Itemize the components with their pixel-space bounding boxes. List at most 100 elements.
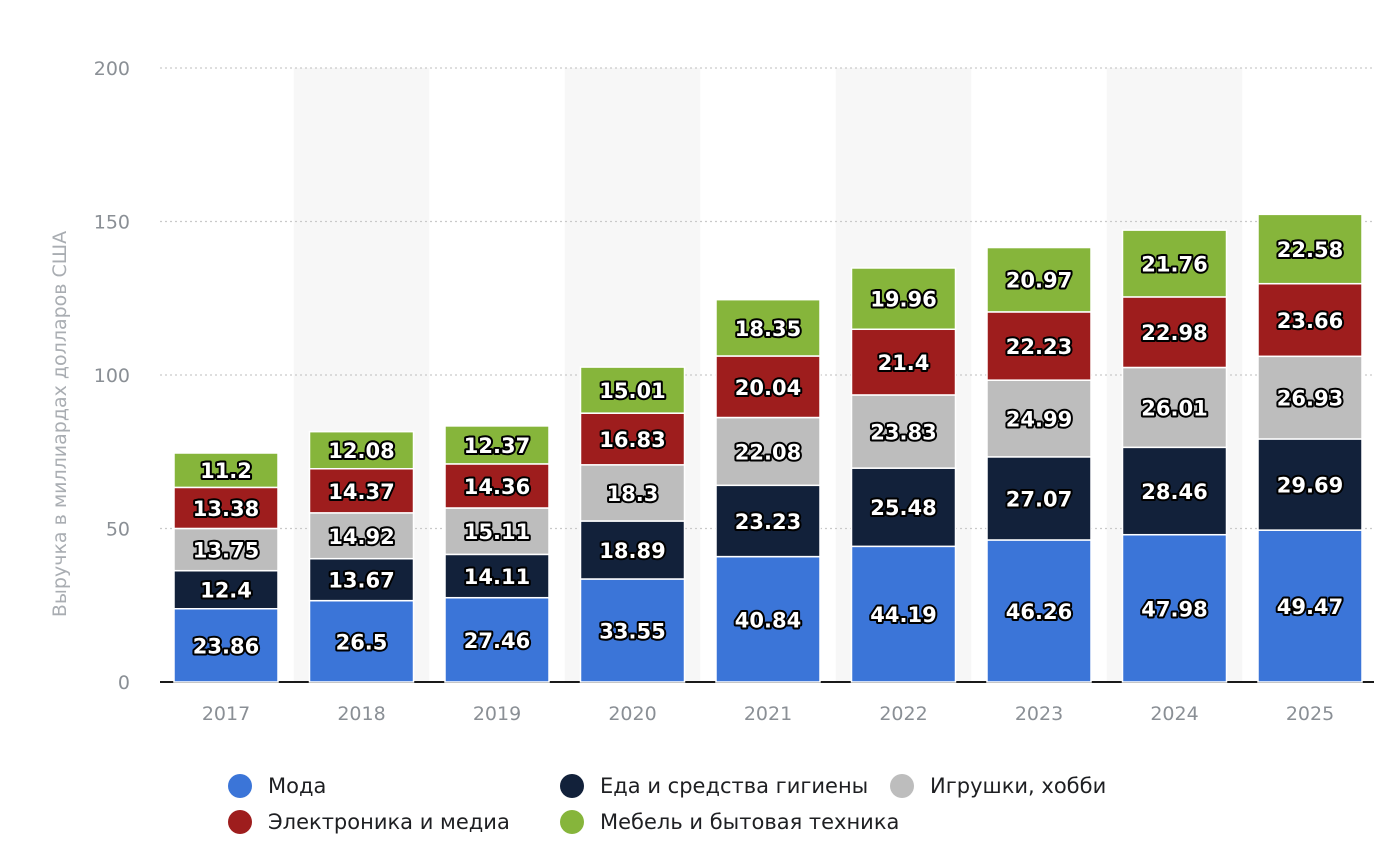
bar-segment[interactable] <box>1121 533 1228 683</box>
bar-segment[interactable] <box>986 456 1092 541</box>
bar-segment[interactable] <box>173 569 279 610</box>
bar-segment[interactable] <box>986 311 1092 381</box>
bars <box>173 213 1363 683</box>
y-tick-label: 200 <box>94 58 130 80</box>
bar-segment[interactable] <box>1257 438 1363 531</box>
bar-segment[interactable] <box>308 512 415 560</box>
data-labels: 23.86 12.4 13.75 13.38 11.2 26.5 13.67 14.92 14.… <box>191 236 1345 660</box>
bar-segment[interactable] <box>308 599 415 683</box>
bar-segment[interactable] <box>1257 529 1363 683</box>
data-label: 18.35 <box>735 317 801 341</box>
x-tick-label: 2025 <box>1286 703 1334 725</box>
bar-segment[interactable] <box>1121 229 1228 298</box>
data-label: 26.5 <box>336 630 388 654</box>
data-label: 12.08 <box>328 439 394 463</box>
data-label: 46.26 <box>1006 600 1072 624</box>
data-label: 33.55 <box>599 620 665 644</box>
bar-segment[interactable] <box>173 527 279 572</box>
bar-segment[interactable] <box>715 484 821 558</box>
bar-segment[interactable] <box>173 607 279 683</box>
data-label: 40.84 <box>735 608 801 632</box>
data-label: 25.48 <box>870 496 936 520</box>
bar-segment[interactable] <box>850 467 957 548</box>
data-label: 16.83 <box>599 428 665 452</box>
data-label: 22.58 <box>1277 238 1343 262</box>
legend-label-food: Еда и средства гигиены <box>600 774 869 798</box>
data-label: 12.4 <box>200 579 252 603</box>
bar-segment[interactable] <box>444 596 550 683</box>
bar-segment[interactable] <box>579 366 686 414</box>
legend-item-furniture[interactable]: Мебель и бытовая техника <box>560 810 899 834</box>
bar-segment[interactable] <box>579 464 686 522</box>
legend-item-toys[interactable]: Игрушки, хобби <box>890 774 1106 798</box>
data-label: 26.01 <box>1141 396 1207 420</box>
x-tick-label: 2022 <box>879 703 927 725</box>
bar-segment[interactable] <box>1257 282 1363 358</box>
bar-segment[interactable] <box>444 553 550 599</box>
data-label: 14.37 <box>328 480 394 504</box>
data-label: 26.93 <box>1277 387 1343 411</box>
x-tick-label: 2020 <box>608 703 656 725</box>
bar-segment[interactable] <box>1121 366 1228 449</box>
bar-segment[interactable] <box>850 267 957 331</box>
data-label: 27.46 <box>464 629 530 653</box>
x-tick-label: 2017 <box>202 703 250 725</box>
bar-segment[interactable] <box>1257 213 1363 285</box>
data-label: 14.36 <box>464 475 530 499</box>
x-tick-label: 2021 <box>744 703 792 725</box>
y-tick-label: 0 <box>118 672 130 694</box>
bar-segment[interactable] <box>308 430 415 470</box>
data-label: 15.11 <box>464 520 530 544</box>
legend-label-furniture: Мебель и бытовая техника <box>600 810 900 834</box>
data-label: 13.67 <box>328 569 394 593</box>
data-label: 23.83 <box>870 421 936 445</box>
bar-segment[interactable] <box>1257 355 1363 440</box>
bar-segment[interactable] <box>986 246 1092 313</box>
bar-segment[interactable] <box>715 555 821 683</box>
data-label: 23.66 <box>1277 309 1343 333</box>
data-label: 23.86 <box>193 634 259 658</box>
legend-label-fashion: Мода <box>268 774 327 798</box>
x-axis-ticks: 2017 2018 2019 2020 2021 2022 2023 2024 2025 <box>202 703 1334 725</box>
bar-segment[interactable] <box>173 452 279 489</box>
data-label: 47.98 <box>1141 597 1207 621</box>
legend-label-toys: Игрушки, хобби <box>930 774 1107 798</box>
bar-segment[interactable] <box>173 486 279 530</box>
data-label: 20.97 <box>1006 269 1072 293</box>
data-label: 18.89 <box>599 539 665 563</box>
data-label: 28.46 <box>1141 480 1207 504</box>
data-label: 19.96 <box>870 288 936 312</box>
bar-segment[interactable] <box>850 545 957 683</box>
data-label: 13.75 <box>193 539 259 563</box>
legend-swatch-food <box>560 774 584 798</box>
legend-item-electronics[interactable]: Электроника и медиа <box>228 810 510 834</box>
legend-item-fashion[interactable]: Мода <box>228 774 326 798</box>
data-label: 22.08 <box>735 440 801 464</box>
legend-item-food[interactable]: Еда и средства гигиены <box>560 774 868 798</box>
legend-swatch-fashion <box>228 774 252 798</box>
y-axis-label: Выручка в миллиардах долларов США <box>49 231 71 617</box>
x-tick-label: 2019 <box>473 703 521 725</box>
bar-segment[interactable] <box>444 507 550 556</box>
data-label: 22.23 <box>1006 335 1072 359</box>
data-label: 12.37 <box>464 434 530 458</box>
bar-segment[interactable] <box>579 412 686 466</box>
bar-segment[interactable] <box>715 416 821 487</box>
x-tick-label: 2018 <box>337 703 385 725</box>
legend-swatch-furniture <box>560 810 584 834</box>
bar-segment[interactable] <box>715 298 821 357</box>
bar-segment[interactable] <box>444 463 550 509</box>
bar-segment[interactable] <box>579 578 686 683</box>
data-label: 21.4 <box>878 351 930 375</box>
data-label: 13.38 <box>193 497 259 521</box>
bar-segment[interactable] <box>308 468 415 514</box>
bar-segment[interactable] <box>444 425 550 465</box>
bar-segment[interactable] <box>308 557 415 602</box>
x-tick-label: 2024 <box>1150 703 1198 725</box>
data-label: 49.47 <box>1277 595 1343 619</box>
data-label: 44.19 <box>870 603 936 627</box>
bar-segment[interactable] <box>850 394 957 469</box>
data-label: 22.98 <box>1141 321 1207 345</box>
y-tick-label: 150 <box>94 212 130 234</box>
data-label: 27.07 <box>1006 487 1072 511</box>
